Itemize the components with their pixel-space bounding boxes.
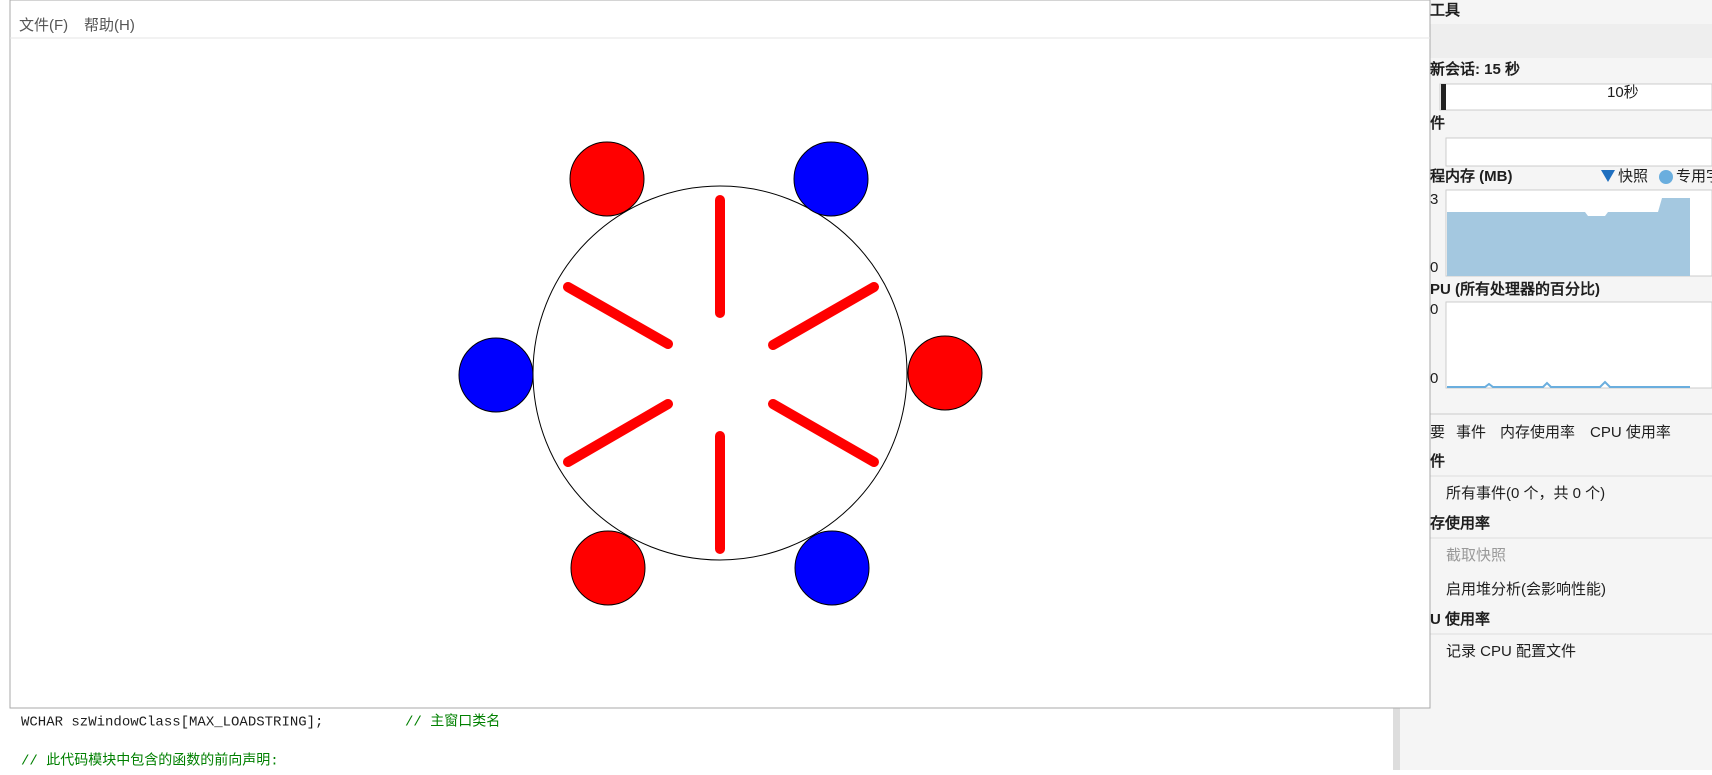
small-circle — [794, 530, 870, 606]
spoke — [563, 399, 673, 467]
axis-label: 0 — [1430, 301, 1438, 318]
small-circle — [458, 337, 534, 413]
panel-title: 工具 — [1430, 2, 1460, 19]
scrollbar — [1393, 700, 1401, 770]
spoke — [768, 282, 879, 350]
small-circle — [793, 141, 869, 217]
section-title: 存使用率 — [1430, 514, 1490, 532]
small-circle — [569, 141, 645, 217]
toolbar — [1400, 24, 1712, 58]
section: PU (所有处理器的百分比) — [1430, 280, 1600, 298]
memory-area — [1447, 198, 1690, 276]
tab[interactable]: 要 — [1430, 424, 1445, 441]
events-track — [1445, 137, 1712, 167]
app-window — [9, 0, 1431, 709]
cpu-line — [1447, 380, 1690, 388]
spoke — [768, 399, 879, 467]
code-comment: // 此代码模块中包含的函数的前向声明: — [21, 752, 279, 770]
timeline-label: 10秒 — [1607, 84, 1639, 101]
item[interactable]: 记录 CPU 配置文件 — [1446, 643, 1576, 660]
tab[interactable]: 事件 — [1456, 424, 1486, 441]
legend-icon — [1601, 170, 1615, 182]
legend: 专用字 — [1676, 168, 1712, 185]
section: 程内存 (MB) — [1430, 167, 1513, 185]
small-circle — [907, 335, 983, 411]
tab[interactable]: 内存使用率 — [1500, 424, 1575, 441]
axis-label: 0 — [1430, 259, 1438, 276]
drawing — [458, 141, 983, 606]
item[interactable]: 所有事件(0 个，共 0 个) — [1446, 485, 1605, 502]
axis-label: 0 — [1430, 370, 1438, 387]
legend: 快照 — [1618, 168, 1648, 185]
small-circle — [570, 530, 646, 606]
timeline — [1439, 83, 1712, 111]
tab[interactable]: CPU 使用率 — [1590, 424, 1671, 441]
code-line: WCHAR szWindowClass[MAX_LOADSTRING]; — [21, 715, 323, 731]
item[interactable]: 启用堆分析(会影响性能) — [1446, 581, 1606, 598]
item[interactable]: 截取快照 — [1446, 547, 1506, 564]
section-title: 件 — [1430, 452, 1445, 470]
spoke — [563, 282, 673, 349]
session: 新会话: 15 秒 — [1430, 60, 1520, 78]
section: 件 — [1430, 114, 1445, 132]
axis-label: 3 — [1430, 191, 1438, 208]
timeline-cursor — [1441, 84, 1446, 110]
legend-icon — [1659, 170, 1673, 184]
section-title: U 使用率 — [1430, 610, 1490, 628]
menu-item[interactable]: 文件(F) — [19, 17, 68, 34]
code-comment: // 主窗口类名 — [405, 713, 500, 731]
menu-item[interactable]: 帮助(H) — [84, 17, 135, 34]
cpu-chart — [1445, 301, 1712, 389]
